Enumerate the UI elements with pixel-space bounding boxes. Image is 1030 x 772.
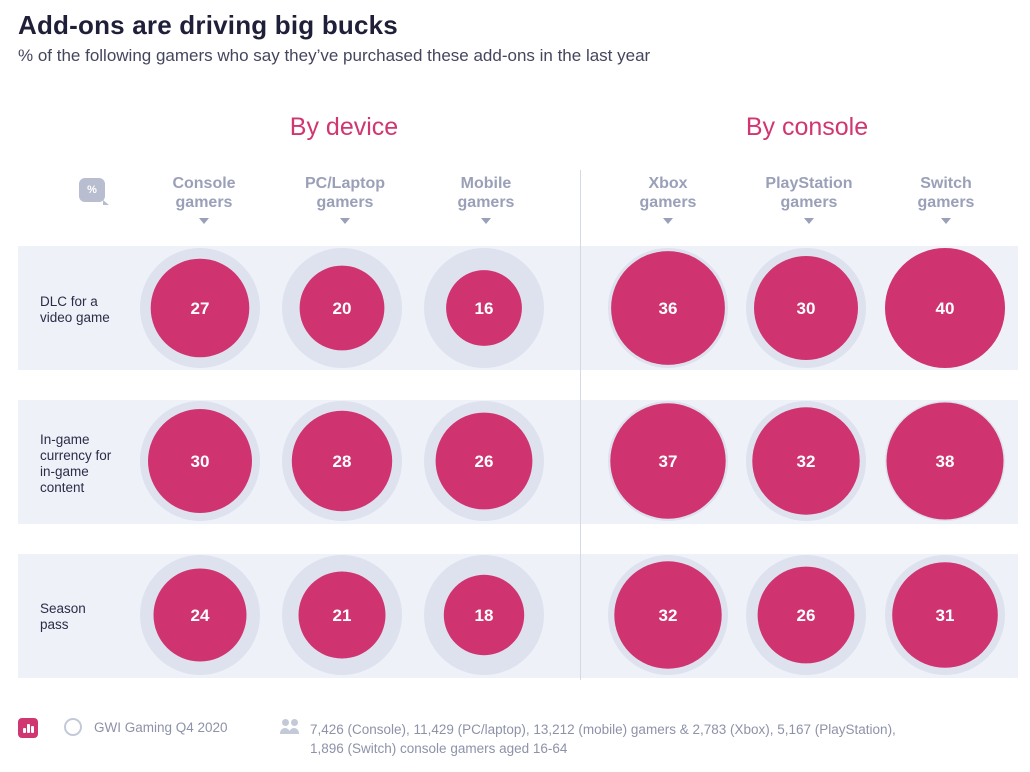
bubble-value-label: 24 bbox=[191, 606, 210, 625]
bubble[interactable] bbox=[291, 410, 393, 512]
source-icon bbox=[64, 718, 82, 736]
bubble[interactable] bbox=[153, 568, 247, 662]
column-header-playstation: PlayStation gamers bbox=[765, 175, 853, 211]
column-header-pc-laptop: PC/Laptop gamers bbox=[305, 175, 385, 211]
bubble[interactable] bbox=[443, 574, 525, 656]
sort-arrow-icon[interactable] bbox=[804, 218, 814, 224]
footer-base: 7,426 (Console), 11,429 (PC/laptop), 13,… bbox=[310, 722, 896, 756]
bubble[interactable] bbox=[611, 251, 725, 365]
row-label-dlc: DLC for a video game bbox=[40, 294, 110, 325]
bubble-value-label: 27 bbox=[191, 299, 210, 318]
bubble[interactable] bbox=[298, 571, 386, 659]
bubble-value-label: 37 bbox=[659, 452, 678, 471]
bubble[interactable] bbox=[754, 256, 858, 360]
bubble-value-label: 30 bbox=[797, 299, 816, 318]
bubble[interactable] bbox=[885, 248, 1005, 368]
bubble[interactable] bbox=[886, 402, 1004, 520]
bubble-value-label: 32 bbox=[797, 452, 816, 471]
sort-arrow-icon[interactable] bbox=[481, 218, 491, 224]
bubble-value-label: 36 bbox=[659, 299, 678, 318]
column-header-xbox: Xbox gamers bbox=[639, 175, 697, 211]
bubble-value-label: 16 bbox=[475, 299, 494, 318]
users-icon bbox=[280, 718, 300, 736]
bubble-value-label: 32 bbox=[659, 606, 678, 625]
bubble-value-label: 38 bbox=[936, 452, 955, 471]
bubble-value-label: 31 bbox=[936, 606, 955, 625]
column-header-switch: Switch gamers bbox=[917, 175, 975, 211]
bubble-value-label: 20 bbox=[333, 299, 352, 318]
row-label-in-game-currency: In-game currency for in-game content bbox=[40, 432, 112, 495]
bubble[interactable] bbox=[299, 265, 385, 351]
column-header-mobile: Mobile gamers bbox=[457, 175, 515, 211]
bubble[interactable] bbox=[435, 412, 533, 510]
bubble[interactable] bbox=[892, 562, 998, 668]
bubble[interactable] bbox=[752, 407, 860, 515]
sort-arrow-icon[interactable] bbox=[199, 218, 209, 224]
bubble-value-label: 40 bbox=[936, 299, 955, 318]
bubble-value-label: 21 bbox=[333, 606, 352, 625]
bubble[interactable] bbox=[614, 561, 722, 669]
footer-source: GWI Gaming Q4 2020 bbox=[94, 720, 228, 735]
bubble-value-label: 28 bbox=[333, 452, 352, 471]
bubble[interactable] bbox=[446, 270, 522, 346]
percent-badge-icon: % bbox=[79, 178, 109, 205]
bubble-value-label: 26 bbox=[797, 606, 816, 625]
sort-arrow-icon[interactable] bbox=[340, 218, 350, 224]
bubble-value-label: 18 bbox=[475, 606, 494, 625]
bubble[interactable] bbox=[150, 258, 250, 358]
sort-arrow-icon[interactable] bbox=[663, 218, 673, 224]
sort-arrow-icon[interactable] bbox=[941, 218, 951, 224]
bubble[interactable] bbox=[148, 409, 252, 513]
group-divider bbox=[580, 170, 581, 680]
bubble[interactable] bbox=[757, 566, 855, 664]
row-label-season-pass: Season pass bbox=[40, 601, 86, 632]
column-header-console: Console gamers bbox=[172, 175, 236, 211]
chart-title: Add-ons are driving big bucks bbox=[18, 10, 398, 40]
chart-subtitle: % of the following gamers who say they’v… bbox=[18, 46, 651, 65]
bubble[interactable] bbox=[610, 403, 726, 519]
group-heading-device: By device bbox=[289, 113, 399, 141]
bubble-value-label: 30 bbox=[191, 452, 210, 471]
gwi-logo-icon bbox=[18, 718, 38, 738]
group-heading-console: By console bbox=[745, 113, 869, 141]
bubble-value-label: 26 bbox=[475, 452, 494, 471]
